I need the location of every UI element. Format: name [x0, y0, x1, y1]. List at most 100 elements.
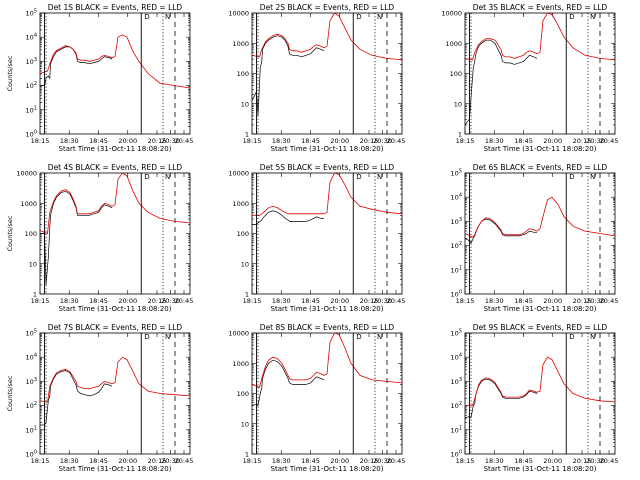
series-lld	[39, 356, 191, 403]
plot-frame	[251, 332, 403, 455]
panel-title: Det 4S BLACK = Events, RED = LLD	[48, 163, 183, 172]
series-lld	[464, 196, 616, 238]
x-tick-label: 20:30	[586, 457, 605, 465]
x-tick-label: 18:30	[485, 137, 504, 145]
series-lld	[251, 332, 403, 388]
x-axis-label: Start Time (31-Oct-11 18:08:20)	[484, 465, 597, 473]
y-tick-exponent: 3	[459, 377, 462, 383]
y-tick-label: 102	[451, 241, 462, 250]
y-tick-label: 105	[26, 9, 37, 18]
y-tick-exponent: 5	[34, 9, 37, 15]
plot-frame	[464, 172, 616, 295]
y-tick-label: 10	[241, 100, 249, 108]
x-axis-label: Start Time (31-Oct-11 18:08:20)	[271, 465, 384, 473]
y-tick-exponent: 4	[34, 353, 37, 359]
y-tick-label: 10	[454, 100, 462, 108]
panel-6: Det 6S BLACK = Events, RED = LLD10010110…	[451, 163, 619, 313]
x-tick-label: 20:30	[373, 297, 392, 305]
y-tick-label: 102	[26, 81, 37, 90]
y-tick-exponent: 4	[459, 193, 462, 199]
x-axis-label: Start Time (31-Oct-11 18:08:20)	[484, 145, 597, 153]
y-tick-label: 10	[241, 420, 249, 428]
y-tick-label: 1	[245, 131, 249, 139]
top-marker-label: D	[569, 333, 574, 341]
series-events	[40, 190, 113, 285]
panel-title: Det 1S BLACK = Events, RED = LLD	[48, 3, 183, 12]
y-tick-exponent: 5	[459, 169, 462, 175]
x-tick-label: 20:45	[387, 297, 406, 305]
x-tick-label: 18:30	[60, 137, 79, 145]
panel-title: Det 3S BLACK = Events, RED = LLD	[473, 3, 608, 12]
top-marker-label: N	[590, 173, 595, 181]
x-tick-label: 20:30	[161, 137, 180, 145]
y-tick-label: 103	[451, 377, 462, 386]
y-tick-label: 10	[29, 260, 37, 268]
x-tick-label: 20:45	[175, 457, 194, 465]
y-tick-label: 10000	[441, 10, 462, 18]
x-tick-label: 20:30	[161, 297, 180, 305]
y-tick-label: 100	[450, 70, 462, 78]
top-marker-label: N	[377, 173, 382, 181]
x-tick-label: 20:30	[373, 137, 392, 145]
y-tick-label: 101	[26, 425, 37, 434]
x-tick-label: 20:00	[543, 297, 562, 305]
x-tick-label: 18:15	[31, 457, 50, 465]
panel-title: Det 7S BLACK = Events, RED = LLD	[48, 323, 183, 332]
x-tick-label: 18:30	[272, 297, 291, 305]
y-tick-label: 101	[451, 425, 462, 434]
y-tick-exponent: 2	[34, 81, 37, 87]
y-tick-label: 1	[33, 291, 37, 299]
x-tick-label: 18:45	[514, 137, 533, 145]
y-tick-label: 104	[451, 193, 462, 202]
plot-frame	[39, 12, 191, 135]
top-marker-label: N	[377, 333, 382, 341]
panel-title: Det 5S BLACK = Events, RED = LLD	[260, 163, 395, 172]
y-tick-label: 103	[26, 377, 37, 386]
x-tick-label: 20:15	[573, 297, 592, 305]
y-tick-label: 1000	[20, 200, 37, 208]
y-tick-exponent: 3	[34, 377, 37, 383]
x-tick-label: 20:15	[360, 457, 379, 465]
x-tick-label: 20:00	[330, 297, 349, 305]
x-tick-label: 18:30	[485, 297, 504, 305]
series-events	[40, 370, 113, 426]
y-tick-label: 10000	[16, 170, 37, 178]
y-tick-exponent: 4	[34, 33, 37, 39]
y-tick-exponent: 2	[34, 401, 37, 407]
y-tick-label: 1000	[232, 200, 249, 208]
x-tick-label: 20:15	[148, 297, 167, 305]
x-tick-label: 18:45	[89, 457, 108, 465]
x-tick-label: 20:45	[175, 297, 194, 305]
panel-7: Det 7S BLACK = Events, RED = LLD 100 101 10…	[6, 323, 193, 473]
x-axis-label: Start Time (31-Oct-11 18:08:20)	[271, 145, 384, 153]
y-tick-exponent: 0	[459, 450, 462, 456]
panel-2: Det 2S BLACK = Events, RED = LLD 1 10 100 10…	[228, 3, 405, 153]
y-tick-label: 100	[451, 290, 462, 299]
x-tick-label: 20:45	[175, 137, 194, 145]
x-tick-label: 20:00	[118, 137, 137, 145]
series-events	[251, 359, 325, 407]
y-tick-label: 10000	[228, 330, 249, 338]
x-axis-label: Start Time (31-Oct-11 18:08:20)	[484, 305, 597, 313]
x-tick-label: 20:30	[586, 297, 605, 305]
top-marker-label: D	[144, 13, 149, 21]
x-tick-label: 18:15	[243, 137, 262, 145]
y-tick-label: 104	[26, 33, 37, 42]
x-tick-label: 18:30	[272, 457, 291, 465]
y-tick-label: 100	[26, 450, 37, 459]
x-tick-label: 20:45	[600, 457, 619, 465]
plot-frame	[39, 172, 191, 295]
x-tick-label: 18:15	[456, 297, 475, 305]
x-tick-label: 18:45	[89, 297, 108, 305]
panel-1: Det 1S BLACK = Events, RED = LLD10010110…	[6, 3, 193, 153]
series-lld	[39, 34, 191, 89]
x-tick-label: 20:45	[600, 297, 619, 305]
panel-title: Det 6S BLACK = Events, RED = LLD	[473, 163, 608, 172]
y-tick-label: 104	[451, 353, 462, 362]
x-axis-label: Start Time (31-Oct-11 18:08:20)	[271, 305, 384, 313]
series-events	[464, 378, 538, 419]
y-tick-label: 104	[26, 353, 37, 362]
top-marker-label: D	[569, 173, 574, 181]
x-tick-label: 20:15	[148, 457, 167, 465]
y-tick-exponent: 1	[34, 425, 37, 431]
